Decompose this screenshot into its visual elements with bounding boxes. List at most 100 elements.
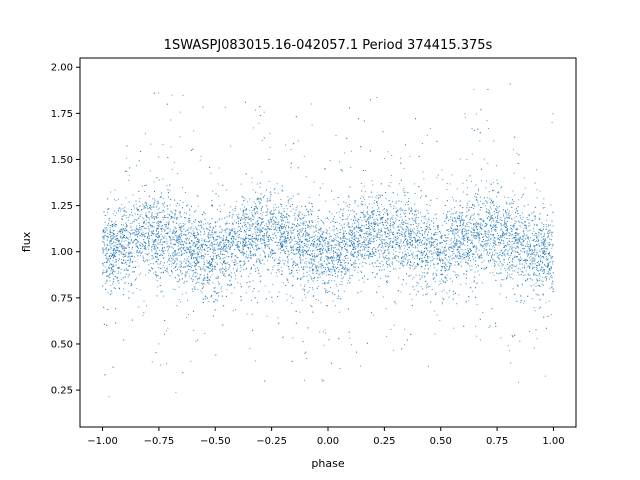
data-point <box>143 208 145 210</box>
data-point <box>317 216 319 217</box>
data-point <box>404 210 406 211</box>
data-point <box>107 211 108 213</box>
data-point <box>483 233 485 235</box>
data-point <box>338 269 340 271</box>
data-point <box>551 234 553 235</box>
data-point <box>507 216 509 218</box>
data-point <box>338 232 340 233</box>
data-point <box>131 256 132 257</box>
data-point <box>224 250 226 252</box>
data-point <box>357 255 359 256</box>
data-point <box>461 217 463 219</box>
data-point <box>336 221 338 223</box>
data-point <box>500 236 502 238</box>
data-point <box>501 186 503 188</box>
data-point <box>399 235 401 236</box>
data-point <box>310 202 312 204</box>
data-point <box>509 217 511 219</box>
data-point <box>321 239 323 241</box>
data-point <box>533 245 535 247</box>
data-point <box>334 275 336 277</box>
data-point <box>516 232 518 234</box>
data-point <box>321 244 323 246</box>
data-point <box>279 228 280 230</box>
data-point <box>404 191 406 193</box>
data-point <box>518 247 519 249</box>
data-point <box>265 214 267 216</box>
data-point <box>221 263 223 265</box>
data-point <box>501 265 503 267</box>
data-point <box>456 254 458 256</box>
data-point <box>453 248 455 250</box>
data-point <box>194 237 195 239</box>
data-point <box>226 228 228 230</box>
data-point <box>260 213 262 214</box>
data-point <box>393 224 395 226</box>
data-point <box>176 254 178 256</box>
data-point <box>233 228 235 230</box>
data-point <box>218 235 220 237</box>
data-point <box>175 243 176 245</box>
data-point <box>429 243 431 245</box>
data-point <box>121 231 123 233</box>
data-point <box>136 240 138 242</box>
data-point <box>521 238 523 240</box>
data-point <box>247 228 249 230</box>
data-point <box>328 269 330 271</box>
data-point <box>508 210 510 212</box>
data-point <box>368 218 370 220</box>
data-point <box>257 197 259 199</box>
data-point <box>402 235 404 237</box>
data-point <box>295 248 297 250</box>
data-point <box>264 257 266 259</box>
data-point <box>160 225 162 227</box>
data-point <box>200 248 201 250</box>
data-point <box>146 259 148 261</box>
data-point <box>448 256 450 257</box>
data-point <box>477 270 479 272</box>
data-point <box>268 181 270 183</box>
data-point <box>188 262 190 264</box>
data-point <box>415 245 416 247</box>
data-point <box>259 202 260 204</box>
data-point <box>534 274 536 276</box>
data-point <box>215 249 216 251</box>
data-point <box>186 238 188 240</box>
data-point <box>135 243 137 245</box>
scatter-points <box>102 83 554 398</box>
data-point <box>359 242 361 244</box>
data-point <box>219 282 221 284</box>
data-point <box>169 215 171 217</box>
data-point <box>176 257 178 259</box>
data-point <box>430 238 432 239</box>
data-point <box>190 228 192 230</box>
data-point <box>129 214 131 216</box>
data-point <box>524 300 525 302</box>
data-point <box>103 269 105 271</box>
data-point <box>386 220 388 222</box>
data-point <box>518 199 520 201</box>
data-point <box>460 261 462 263</box>
data-point <box>140 229 142 231</box>
data-point <box>549 241 550 243</box>
data-point <box>382 216 384 218</box>
data-point <box>175 391 177 393</box>
data-point <box>256 260 258 262</box>
data-point <box>255 238 257 240</box>
data-point <box>360 365 361 367</box>
data-point <box>331 259 333 261</box>
data-point <box>390 328 392 330</box>
data-point <box>450 208 452 210</box>
data-point <box>217 249 219 250</box>
data-point <box>373 253 375 255</box>
data-point <box>128 246 130 248</box>
data-point <box>179 234 181 236</box>
data-point <box>364 262 366 263</box>
data-point <box>215 268 217 270</box>
data-point <box>134 279 136 281</box>
data-point <box>442 179 444 181</box>
data-point <box>374 199 375 201</box>
data-point <box>376 208 378 210</box>
data-point <box>352 230 354 232</box>
data-point <box>303 249 305 251</box>
